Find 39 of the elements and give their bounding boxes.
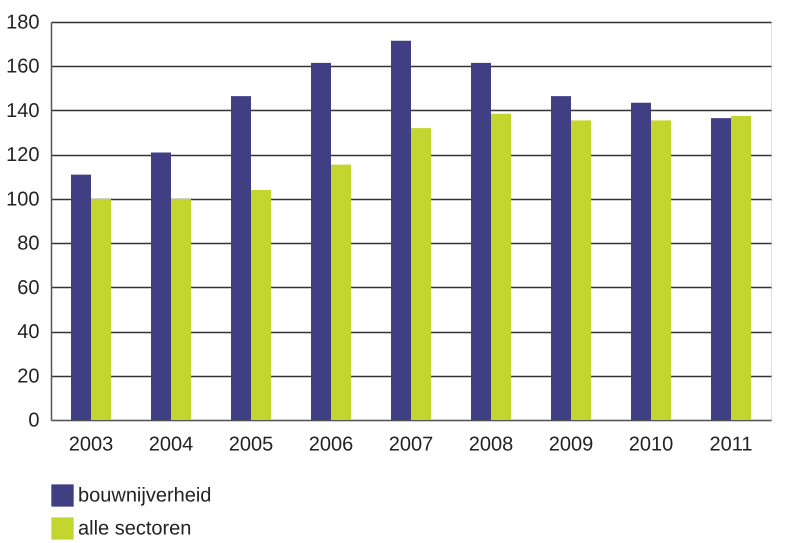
y-tick-label: 80: [17, 232, 40, 255]
bar: [71, 174, 91, 420]
y-tick-label: 120: [6, 144, 40, 166]
bar: [91, 198, 111, 420]
bar: [311, 62, 331, 420]
y-tick-label: 40: [17, 321, 40, 344]
x-tick-label: 2004: [148, 434, 194, 456]
bar: [231, 96, 251, 420]
bar: [651, 120, 671, 420]
bar: [711, 118, 731, 420]
y-tick-label: 20: [17, 365, 40, 388]
y-tick-label: 0: [28, 410, 40, 432]
y-tick-label: 160: [6, 56, 40, 78]
x-tick-label: 2010: [628, 434, 674, 456]
x-tick-label: 2003: [68, 434, 114, 456]
bar: [331, 164, 351, 420]
legend-label: alle sectoren: [78, 518, 192, 540]
bar: [151, 152, 171, 420]
x-tick-label: 2008: [468, 434, 514, 456]
x-tick-label: 2006: [308, 434, 354, 456]
bar: [491, 114, 511, 420]
bar: [391, 40, 411, 420]
bar: [411, 128, 431, 420]
y-tick-label: 140: [6, 100, 40, 122]
bar: [571, 120, 591, 420]
x-tick-label: 2009: [548, 434, 594, 456]
bar: [731, 116, 751, 420]
bar: [551, 96, 571, 420]
bar: [251, 190, 271, 420]
y-tick-label: 60: [17, 276, 40, 299]
y-tick-label: 100: [6, 188, 40, 210]
y-tick-label: 180: [6, 12, 40, 34]
bar: [471, 62, 491, 420]
legend-label: bouwnijverheid: [78, 484, 212, 506]
bar: [171, 198, 191, 420]
x-tick-label: 2005: [228, 434, 274, 456]
x-tick-label: 2007: [388, 434, 434, 456]
x-tick-label: 2011: [709, 434, 753, 456]
bar: [631, 102, 651, 420]
